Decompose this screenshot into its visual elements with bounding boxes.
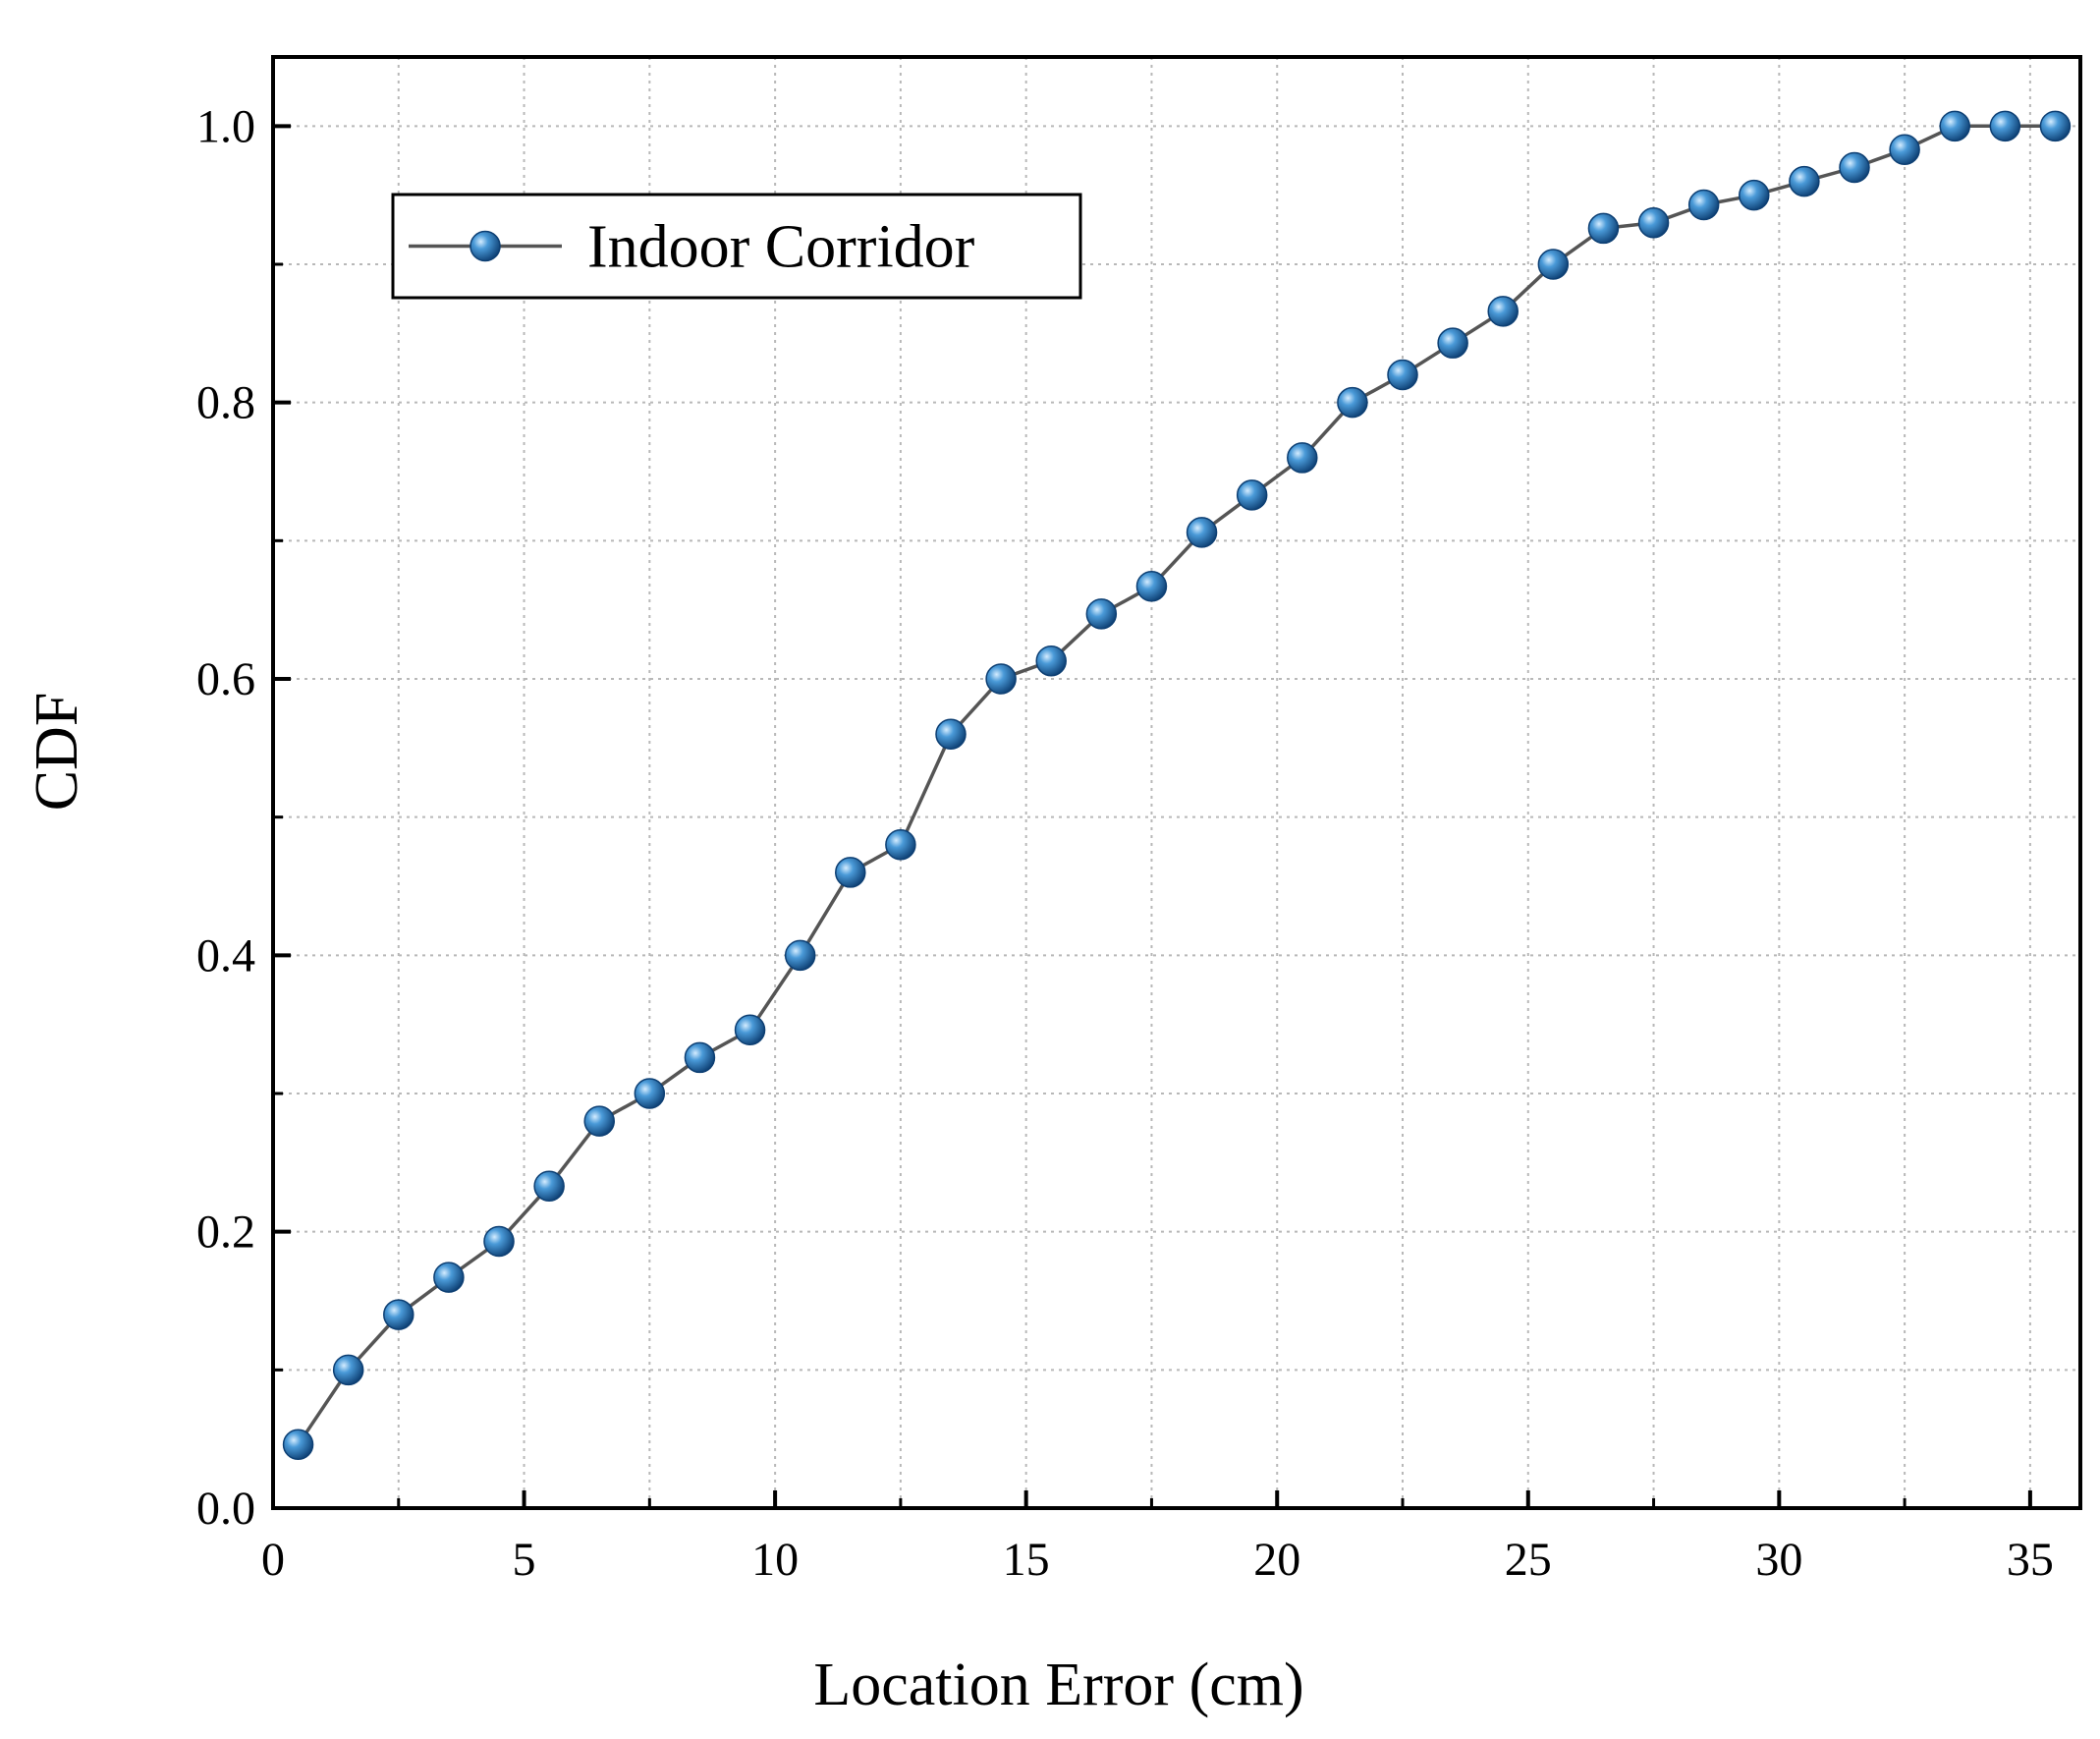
data-point <box>483 1225 515 1258</box>
data-point <box>1487 296 1519 327</box>
series-line <box>297 124 2056 1446</box>
data-point <box>684 1041 716 1074</box>
data-point <box>1135 571 1168 602</box>
data-point <box>935 718 967 751</box>
data-point <box>1287 442 1318 474</box>
x-tick-label: 30 <box>1755 1534 1802 1586</box>
data-point <box>1437 327 1468 359</box>
data-point <box>1035 645 1067 677</box>
data-point <box>2039 110 2072 142</box>
data-point <box>332 1354 364 1386</box>
data-point <box>1537 249 1570 280</box>
data-point <box>1387 359 1418 391</box>
x-tick-label: 10 <box>751 1534 799 1586</box>
data-point <box>1789 165 1820 197</box>
data-point <box>885 829 916 861</box>
x-tick-label: 15 <box>1003 1534 1050 1586</box>
data-point <box>1236 479 1268 511</box>
data-point <box>1687 189 1720 221</box>
y-tick-label: 0.6 <box>196 653 255 705</box>
data-point <box>1337 386 1368 419</box>
legend-marker-sample <box>470 230 501 262</box>
data-point <box>1637 207 1670 239</box>
data-point <box>533 1170 565 1202</box>
plot-border <box>271 55 2082 1510</box>
series-indoor-corridor <box>282 110 2072 1461</box>
x-axis-title: Location Error (cm) <box>813 1652 1303 1718</box>
data-point <box>1739 179 1770 211</box>
data-point <box>1085 598 1118 630</box>
y-tick-label: 0.8 <box>196 377 255 429</box>
data-point <box>282 1429 314 1461</box>
data-point <box>1186 517 1218 548</box>
data-point <box>383 1299 414 1330</box>
legend: Indoor Corridor <box>391 193 1082 300</box>
axis-ticks: 0 5 10 15 20 25 30 35 0.0 0.2 0.4 0.6 0.8 1.0 <box>196 100 2054 1586</box>
y-axis-title: CDF <box>24 693 90 812</box>
plot-frame <box>271 55 2082 1510</box>
data-point <box>1989 110 2021 142</box>
x-tick-label: 35 <box>2007 1534 2054 1586</box>
data-point <box>734 1014 766 1046</box>
data-point <box>835 857 866 888</box>
legend-label: Indoor Corridor <box>587 214 975 281</box>
data-point <box>985 663 1017 695</box>
data-point <box>784 939 816 972</box>
x-tick-label: 25 <box>1505 1534 1552 1586</box>
y-tick-label: 0.4 <box>196 929 255 982</box>
y-tick-label: 0.0 <box>196 1483 255 1535</box>
data-point <box>1939 110 1970 142</box>
data-point <box>583 1105 615 1137</box>
x-tick-label: 20 <box>1253 1534 1300 1586</box>
y-tick-label: 0.2 <box>196 1206 255 1259</box>
data-point <box>1889 134 1920 165</box>
data-point <box>1839 151 1870 184</box>
data-point <box>1587 212 1620 245</box>
x-tick-label: 5 <box>513 1534 536 1586</box>
x-tick-label: 0 <box>261 1534 285 1586</box>
data-point <box>433 1262 465 1293</box>
data-point <box>634 1078 666 1109</box>
y-tick-label: 1.0 <box>196 100 255 152</box>
